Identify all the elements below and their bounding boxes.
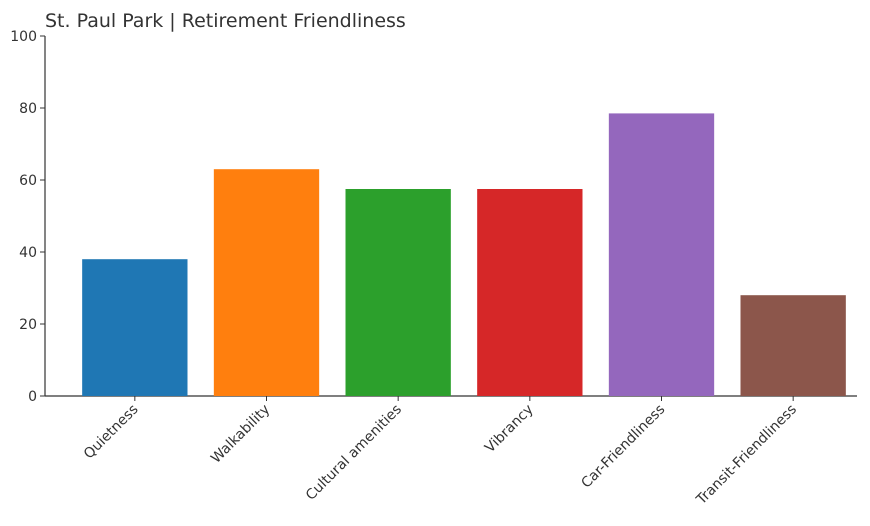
x-tick-label: Walkability [208, 402, 273, 467]
bar [213, 169, 320, 396]
y-tick-label: 0 [28, 389, 37, 405]
y-tick-label: 40 [19, 245, 37, 261]
bar [477, 189, 583, 396]
bar [82, 259, 188, 396]
chart-title: St. Paul Park | Retirement Friendliness [45, 10, 406, 32]
x-tick-label: Quietness [81, 402, 142, 463]
y-tick-label: 60 [19, 173, 37, 189]
x-tick-label: Transit-Friendliness [693, 402, 800, 509]
y-tick-label: 20 [19, 317, 37, 333]
bar [608, 113, 715, 397]
x-tick-label: Cultural amenities [303, 402, 405, 504]
y-tick-label: 80 [19, 101, 37, 117]
y-tick-label: 100 [10, 29, 37, 45]
x-tick-label: Car-Friendliness [578, 402, 668, 492]
bar [740, 295, 846, 396]
x-tick-label: Vibrancy [482, 402, 537, 457]
bar [345, 189, 451, 396]
